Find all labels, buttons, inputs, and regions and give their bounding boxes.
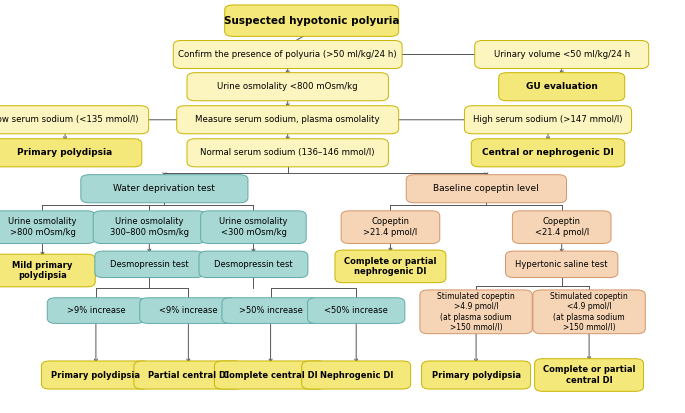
FancyBboxPatch shape [140, 298, 237, 323]
Text: Low serum sodium (<135 mmol/l): Low serum sodium (<135 mmol/l) [0, 115, 138, 124]
Text: Hypertonic saline test: Hypertonic saline test [515, 260, 608, 269]
Text: Normal serum sodium (136–146 mmol/l): Normal serum sodium (136–146 mmol/l) [201, 148, 375, 157]
FancyBboxPatch shape [222, 298, 319, 323]
Text: Central or nephrogenic DI: Central or nephrogenic DI [482, 148, 614, 157]
FancyBboxPatch shape [47, 298, 145, 323]
FancyBboxPatch shape [406, 175, 566, 203]
FancyBboxPatch shape [475, 40, 649, 69]
Text: <9% increase: <9% increase [159, 306, 218, 315]
FancyBboxPatch shape [471, 139, 625, 167]
FancyBboxPatch shape [199, 251, 308, 278]
FancyBboxPatch shape [301, 361, 411, 389]
FancyBboxPatch shape [308, 298, 405, 323]
Text: Complete or partial
central DI: Complete or partial central DI [543, 366, 636, 385]
Text: Primary polydipsia: Primary polydipsia [432, 370, 521, 380]
FancyBboxPatch shape [95, 251, 204, 278]
FancyBboxPatch shape [134, 361, 243, 389]
Text: Complete central DI: Complete central DI [223, 370, 318, 380]
Text: Suspected hypotonic polyuria: Suspected hypotonic polyuria [224, 16, 399, 26]
Text: Primary polydipsia: Primary polydipsia [17, 148, 113, 157]
FancyBboxPatch shape [0, 106, 149, 134]
FancyBboxPatch shape [421, 361, 530, 389]
Text: GU evaluation: GU evaluation [526, 82, 597, 91]
Text: Measure serum sodium, plasma osmolality: Measure serum sodium, plasma osmolality [195, 115, 380, 124]
FancyBboxPatch shape [341, 211, 440, 244]
Text: Nephrogenic DI: Nephrogenic DI [319, 370, 393, 380]
Text: Urine osmolality
300–800 mOsm/kg: Urine osmolality 300–800 mOsm/kg [110, 218, 189, 237]
Text: Complete or partial
nephrogenic DI: Complete or partial nephrogenic DI [344, 257, 437, 276]
FancyBboxPatch shape [201, 211, 306, 244]
Text: Desmopressin test: Desmopressin test [214, 260, 292, 269]
FancyBboxPatch shape [0, 211, 95, 244]
Text: <50% increase: <50% increase [324, 306, 388, 315]
FancyBboxPatch shape [464, 106, 632, 134]
FancyBboxPatch shape [0, 139, 142, 167]
FancyBboxPatch shape [42, 361, 151, 389]
Text: Copeptin
>21.4 pmol/l: Copeptin >21.4 pmol/l [363, 218, 418, 237]
Text: >9% increase: >9% increase [66, 306, 125, 315]
FancyBboxPatch shape [0, 254, 95, 287]
Text: High serum sodium (>147 mmol/l): High serum sodium (>147 mmol/l) [473, 115, 623, 124]
FancyBboxPatch shape [506, 251, 618, 278]
FancyBboxPatch shape [534, 358, 644, 392]
Text: Stimulated copeptin
>4.9 pmol/l
(at plasma sodium
>150 mmol/l): Stimulated copeptin >4.9 pmol/l (at plas… [437, 292, 515, 332]
Text: Urine osmolality <800 mOsm/kg: Urine osmolality <800 mOsm/kg [217, 82, 358, 91]
Text: Copeptin
<21.4 pmol/l: Copeptin <21.4 pmol/l [534, 218, 589, 237]
FancyBboxPatch shape [225, 5, 399, 36]
FancyBboxPatch shape [499, 73, 625, 101]
Text: Desmopressin test: Desmopressin test [110, 260, 188, 269]
FancyBboxPatch shape [533, 290, 645, 334]
FancyBboxPatch shape [187, 73, 388, 101]
Text: Urinary volume <50 ml/kg/24 h: Urinary volume <50 ml/kg/24 h [494, 50, 630, 59]
FancyBboxPatch shape [93, 211, 206, 244]
FancyBboxPatch shape [187, 139, 388, 167]
Text: Confirm the presence of polyuria (>50 ml/kg/24 h): Confirm the presence of polyuria (>50 ml… [178, 50, 397, 59]
FancyBboxPatch shape [177, 106, 399, 134]
Text: >50% increase: >50% increase [238, 306, 303, 315]
FancyBboxPatch shape [335, 250, 446, 283]
Text: Urine osmolality
<300 mOsm/kg: Urine osmolality <300 mOsm/kg [219, 218, 288, 237]
Text: Stimulated copeptin
<4.9 pmol/l
(at plasma sodium
>150 mmol/l): Stimulated copeptin <4.9 pmol/l (at plas… [550, 292, 628, 332]
FancyBboxPatch shape [81, 175, 248, 203]
Text: Partial central DI: Partial central DI [148, 370, 229, 380]
FancyBboxPatch shape [512, 211, 611, 244]
Text: Water deprivation test: Water deprivation test [114, 184, 215, 193]
Text: Primary polydipsia: Primary polydipsia [51, 370, 140, 380]
FancyBboxPatch shape [420, 290, 532, 334]
Text: Mild primary
polydipsia: Mild primary polydipsia [12, 261, 73, 280]
Text: Urine osmolality
>800 mOsm/kg: Urine osmolality >800 mOsm/kg [8, 218, 77, 237]
Text: Baseline copeptin level: Baseline copeptin level [434, 184, 539, 193]
FancyBboxPatch shape [214, 361, 327, 389]
FancyBboxPatch shape [173, 40, 402, 69]
